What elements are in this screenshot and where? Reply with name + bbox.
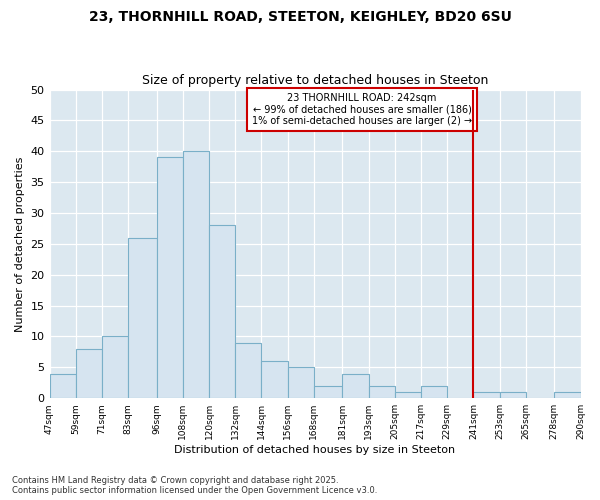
Bar — [235, 342, 262, 398]
Bar — [473, 392, 500, 398]
X-axis label: Distribution of detached houses by size in Steeton: Distribution of detached houses by size … — [175, 445, 455, 455]
Text: Contains HM Land Registry data © Crown copyright and database right 2025.
Contai: Contains HM Land Registry data © Crown c… — [12, 476, 377, 495]
Bar — [554, 392, 581, 398]
Title: Size of property relative to detached houses in Steeton: Size of property relative to detached ho… — [142, 74, 488, 87]
Y-axis label: Number of detached properties: Number of detached properties — [15, 156, 25, 332]
Bar — [262, 361, 288, 398]
Bar — [209, 226, 235, 398]
Bar — [395, 392, 421, 398]
Bar — [76, 349, 102, 398]
Text: 23, THORNHILL ROAD, STEETON, KEIGHLEY, BD20 6SU: 23, THORNHILL ROAD, STEETON, KEIGHLEY, B… — [89, 10, 511, 24]
Bar — [421, 386, 447, 398]
Bar — [343, 374, 368, 398]
Bar — [500, 392, 526, 398]
Bar — [157, 158, 183, 398]
Bar — [183, 152, 209, 398]
Bar — [288, 368, 314, 398]
Text: 23 THORNHILL ROAD: 242sqm
← 99% of detached houses are smaller (186)
1% of semi-: 23 THORNHILL ROAD: 242sqm ← 99% of detac… — [252, 92, 472, 126]
Bar — [368, 386, 395, 398]
Bar — [314, 386, 343, 398]
Bar — [128, 238, 157, 398]
Bar — [50, 374, 76, 398]
Bar — [102, 336, 128, 398]
